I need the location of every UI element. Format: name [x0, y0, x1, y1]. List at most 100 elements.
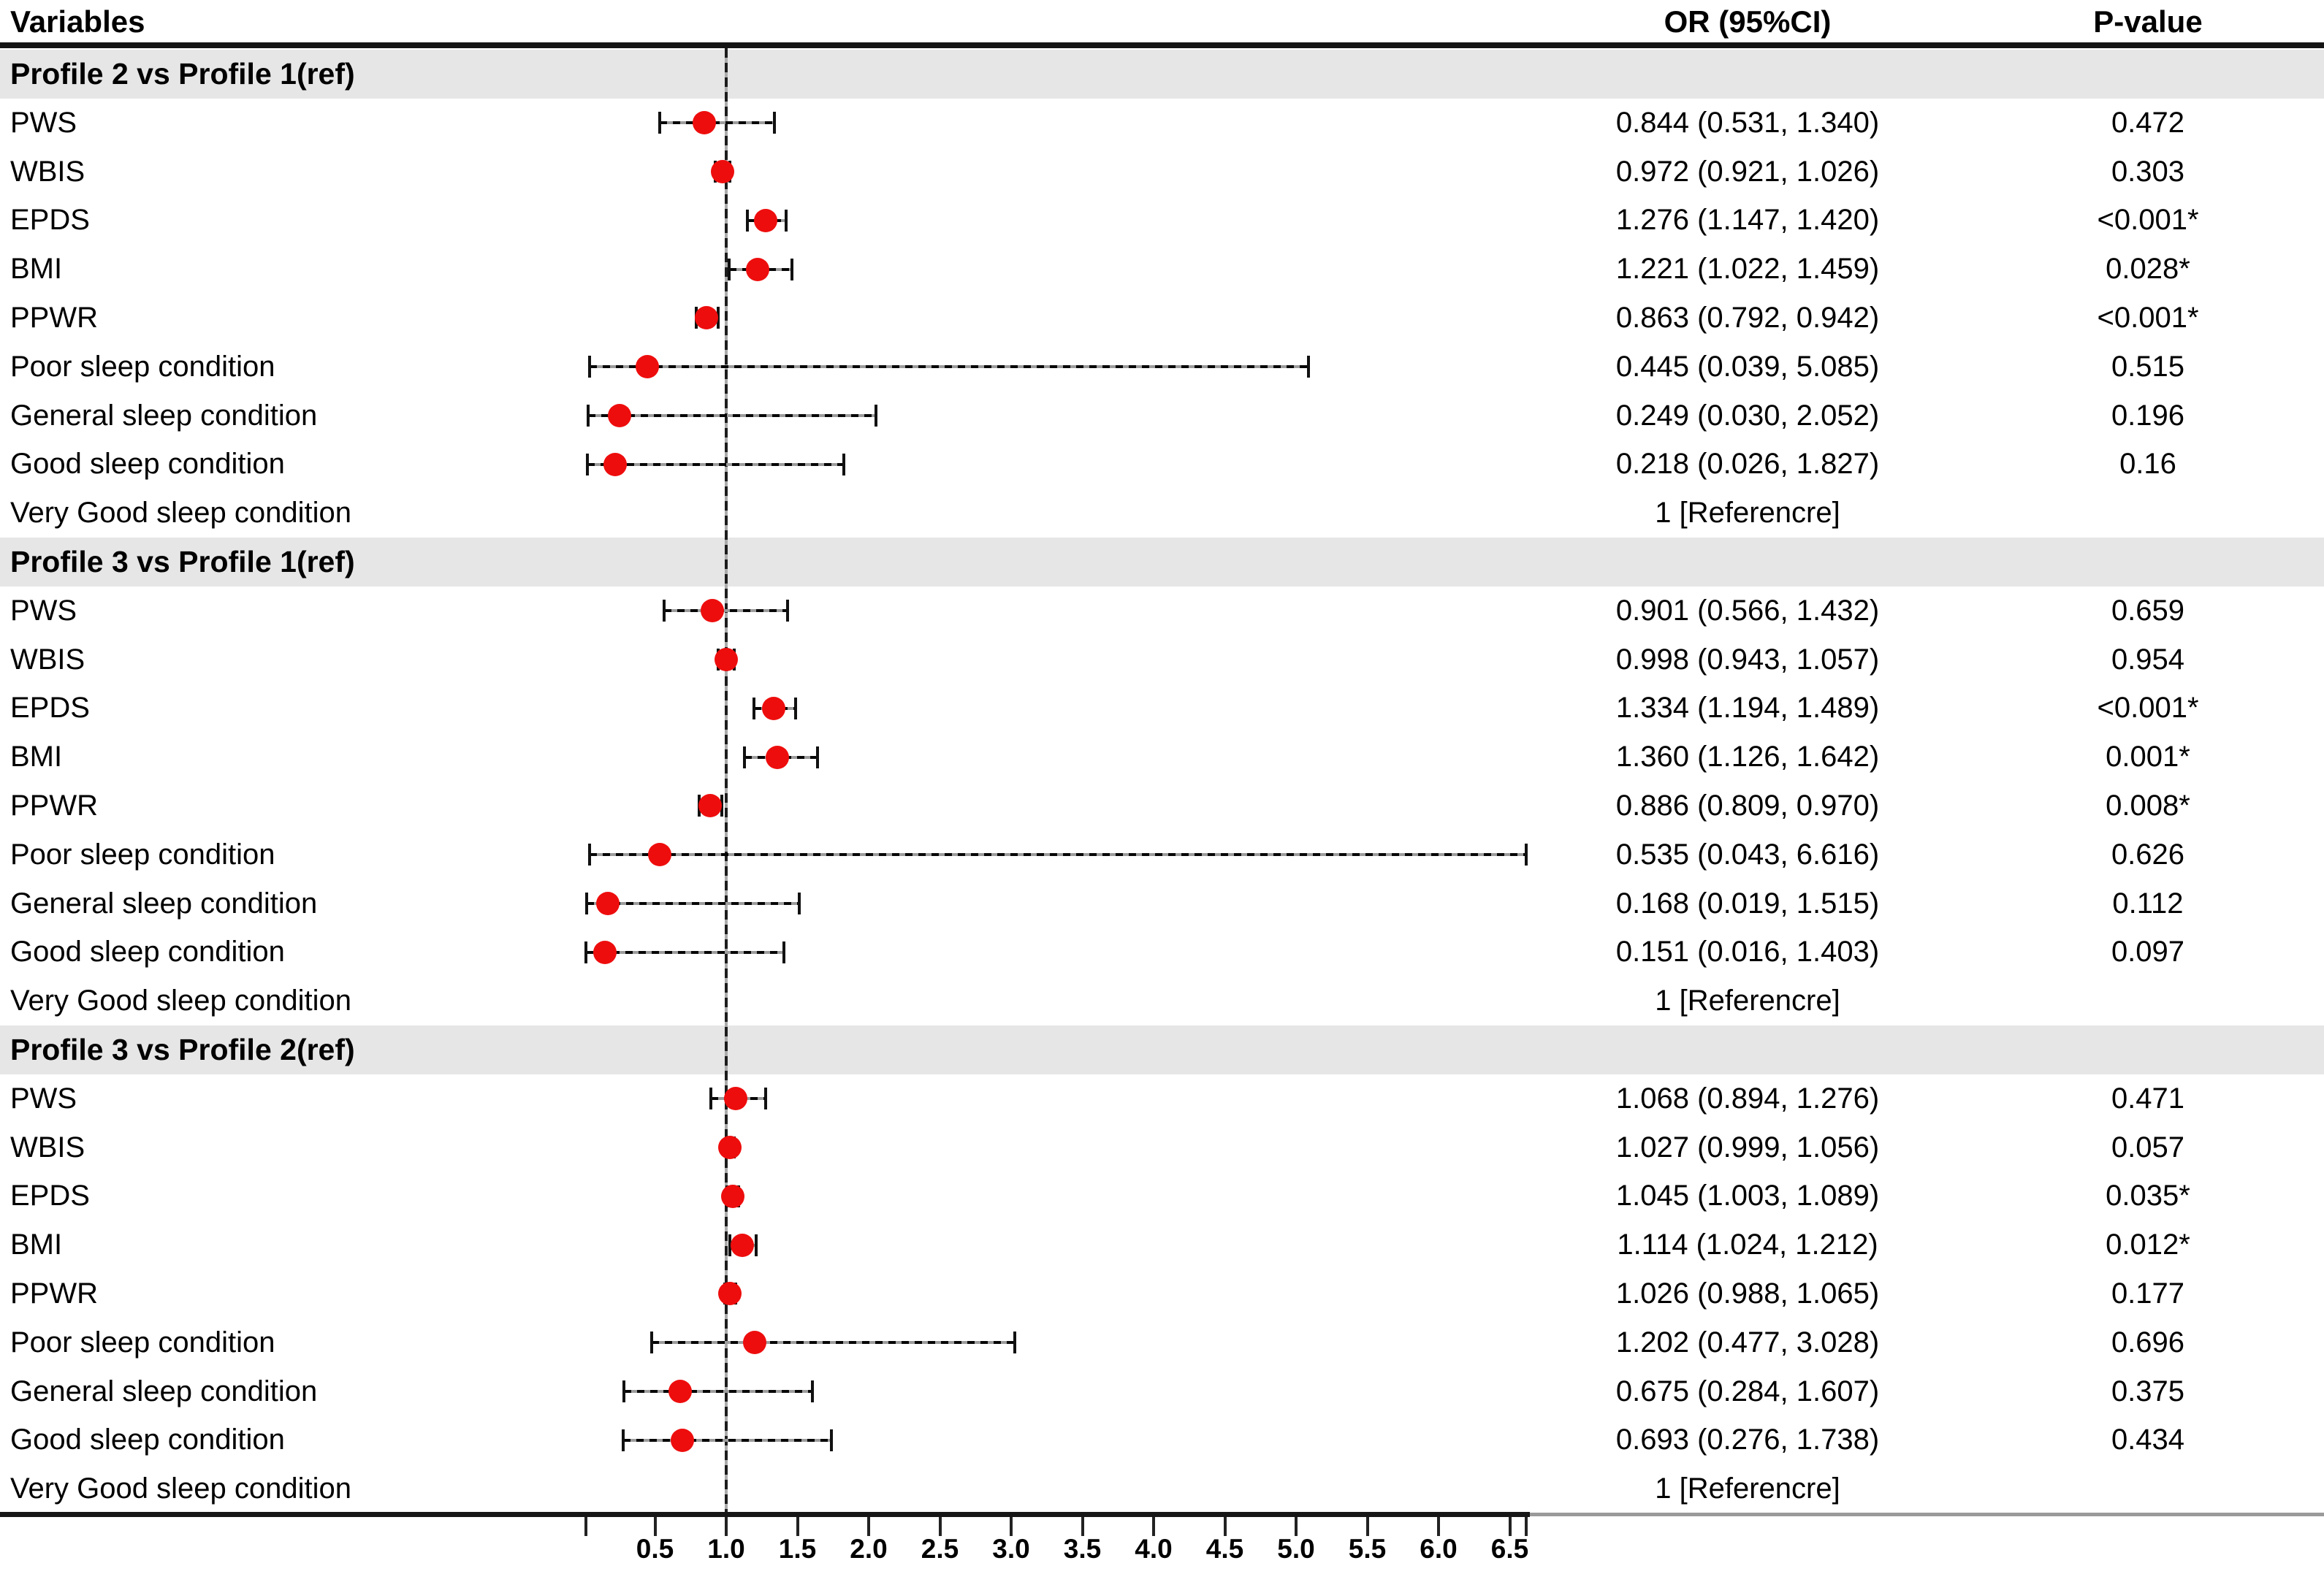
bottom-rule-tail	[1530, 1513, 2324, 1516]
ci-cap-left	[752, 697, 755, 719]
p-value: 0.012*	[2106, 1229, 2190, 1261]
forest-row: General sleep condition 0.675 (0.284, 1.6…	[0, 1367, 2324, 1416]
variable-label: General sleep condition	[10, 887, 318, 920]
or-ci-value: 0.844 (0.531, 1.340)	[1615, 106, 1880, 139]
variable-label: PPWR	[10, 302, 98, 334]
or-ci-value: 1.027 (0.999, 1.056)	[1615, 1131, 1880, 1164]
ci-cap-left	[622, 1380, 626, 1402]
p-value: <0.001*	[2097, 204, 2199, 237]
forest-row: WBIS 0.998 (0.943, 1.057) 0.954	[0, 635, 2324, 684]
p-value: 0.001*	[2106, 741, 2190, 773]
axis-tick-label: 4.5	[1205, 1534, 1244, 1564]
or-ci-value: 1 [Referencre]	[1655, 497, 1840, 530]
ci-cap-right	[811, 1380, 815, 1402]
ci-cap-left	[658, 112, 661, 134]
odds-ratio-marker	[731, 1233, 755, 1257]
forest-row: PPWR 0.863 (0.792, 0.942) <0.001*	[0, 294, 2324, 343]
or-ci-value: 1.360 (1.126, 1.642)	[1615, 741, 1880, 773]
axis-tick-label: 2.0	[850, 1534, 888, 1564]
or-ci-value: 0.901 (0.566, 1.432)	[1615, 594, 1880, 627]
variable-label: BMI	[10, 1229, 63, 1261]
ci-cap-right	[755, 1234, 758, 1256]
axis-tick-label: 5.0	[1277, 1534, 1315, 1564]
axis-tick	[1081, 1517, 1084, 1536]
confidence-interval-line	[659, 121, 775, 125]
variable-label: BMI	[10, 741, 63, 773]
column-header-or-ci: OR (95%CI)	[1664, 4, 1832, 39]
forest-row: PPWR 1.026 (0.988, 1.065) 0.177	[0, 1269, 2324, 1318]
ci-cap-left	[728, 258, 731, 280]
ci-cap-left	[584, 892, 588, 914]
p-value: 0.097	[2111, 936, 2185, 969]
forest-row: PWS 0.844 (0.531, 1.340) 0.472	[0, 99, 2324, 148]
p-value: 0.008*	[2106, 790, 2190, 822]
or-ci-value: 0.168 (0.019, 1.515)	[1615, 887, 1880, 920]
forest-row: PPWR 0.886 (0.809, 0.970) 0.008*	[0, 782, 2324, 830]
or-ci-value: 0.693 (0.276, 1.738)	[1615, 1424, 1880, 1456]
ci-cap-left	[663, 600, 666, 622]
odds-ratio-marker	[698, 794, 722, 818]
ci-cap-right	[720, 795, 724, 817]
header-divider-line	[0, 42, 2324, 48]
p-value: 0.375	[2111, 1375, 2185, 1407]
axis-tick-label: 2.5	[921, 1534, 959, 1564]
p-value	[2016, 977, 2279, 1025]
ci-cap-right	[794, 697, 798, 719]
odds-ratio-marker	[700, 599, 724, 623]
ci-cap-left	[742, 746, 746, 768]
ci-cap-right	[842, 453, 846, 475]
odds-ratio-marker	[603, 452, 627, 476]
forest-row: Very Good sleep condition 1 [Referencre]	[0, 1464, 2324, 1513]
p-value: 0.696	[2111, 1326, 2185, 1359]
axis-tick-label: 1.5	[778, 1534, 817, 1564]
ci-cap-right	[786, 600, 790, 622]
or-ci-value: 1.068 (0.894, 1.276)	[1615, 1082, 1880, 1115]
axis-tick	[1365, 1517, 1369, 1536]
column-header-variables: Variables	[10, 4, 145, 39]
forest-row: EPDS 1.276 (1.147, 1.420) <0.001*	[0, 196, 2324, 245]
section-header-row: Profile 3 vs Profile 1(ref)	[0, 538, 2324, 587]
or-ci-value: 1 [Referencre]	[1655, 985, 1840, 1017]
variable-label: PPWR	[10, 1277, 98, 1310]
ci-cap-left	[586, 404, 590, 427]
ci-cap-left	[728, 1234, 731, 1256]
odds-ratio-marker	[668, 1379, 692, 1403]
ci-cap-left	[586, 453, 590, 475]
reference-line-or-1	[725, 48, 728, 1513]
or-ci-value: 0.535 (0.043, 6.616)	[1615, 838, 1880, 871]
variable-label: Poor sleep condition	[10, 1326, 275, 1359]
section-header-label: Profile 3 vs Profile 2(ref)	[10, 1033, 355, 1066]
ci-cap-left	[709, 1088, 713, 1110]
odds-ratio-marker	[762, 696, 786, 720]
variable-label: Good sleep condition	[10, 936, 285, 969]
axis-end-tick	[584, 1517, 588, 1536]
odds-ratio-marker	[692, 111, 716, 135]
forest-row: BMI 1.114 (1.024, 1.212) 0.012*	[0, 1220, 2324, 1269]
axis-tick	[725, 1517, 728, 1536]
forest-row: PWS 1.068 (0.894, 1.276) 0.471	[0, 1074, 2324, 1123]
axis-tick	[1152, 1517, 1155, 1536]
odds-ratio-marker	[695, 306, 719, 330]
or-ci-value: 0.151 (0.016, 1.403)	[1615, 936, 1880, 969]
ci-cap-right	[782, 941, 785, 963]
p-value: 0.626	[2111, 838, 2185, 871]
odds-ratio-marker	[743, 1331, 767, 1355]
axis-tick-label: 3.0	[992, 1534, 1030, 1564]
p-value: 0.16	[2119, 448, 2176, 481]
axis-tick-label: 3.5	[1063, 1534, 1102, 1564]
confidence-interval-line	[587, 413, 877, 417]
or-ci-value: 0.972 (0.921, 1.026)	[1615, 155, 1880, 188]
or-ci-value: 0.886 (0.809, 0.970)	[1615, 790, 1880, 822]
variable-label: EPDS	[10, 692, 90, 725]
ci-cap-right	[816, 746, 820, 768]
or-ci-value: 0.675 (0.284, 1.607)	[1615, 1375, 1880, 1407]
variable-label: PWS	[10, 1082, 77, 1115]
variable-label: BMI	[10, 253, 63, 286]
confidence-interval-line	[652, 1341, 1016, 1345]
odds-ratio-marker	[766, 745, 790, 769]
axis-tick-label: 6.0	[1420, 1534, 1458, 1564]
forest-row: WBIS 0.972 (0.921, 1.026) 0.303	[0, 148, 2324, 196]
ci-cap-left	[650, 1332, 653, 1354]
p-value: 0.515	[2111, 350, 2185, 383]
variable-label: PPWR	[10, 790, 98, 822]
